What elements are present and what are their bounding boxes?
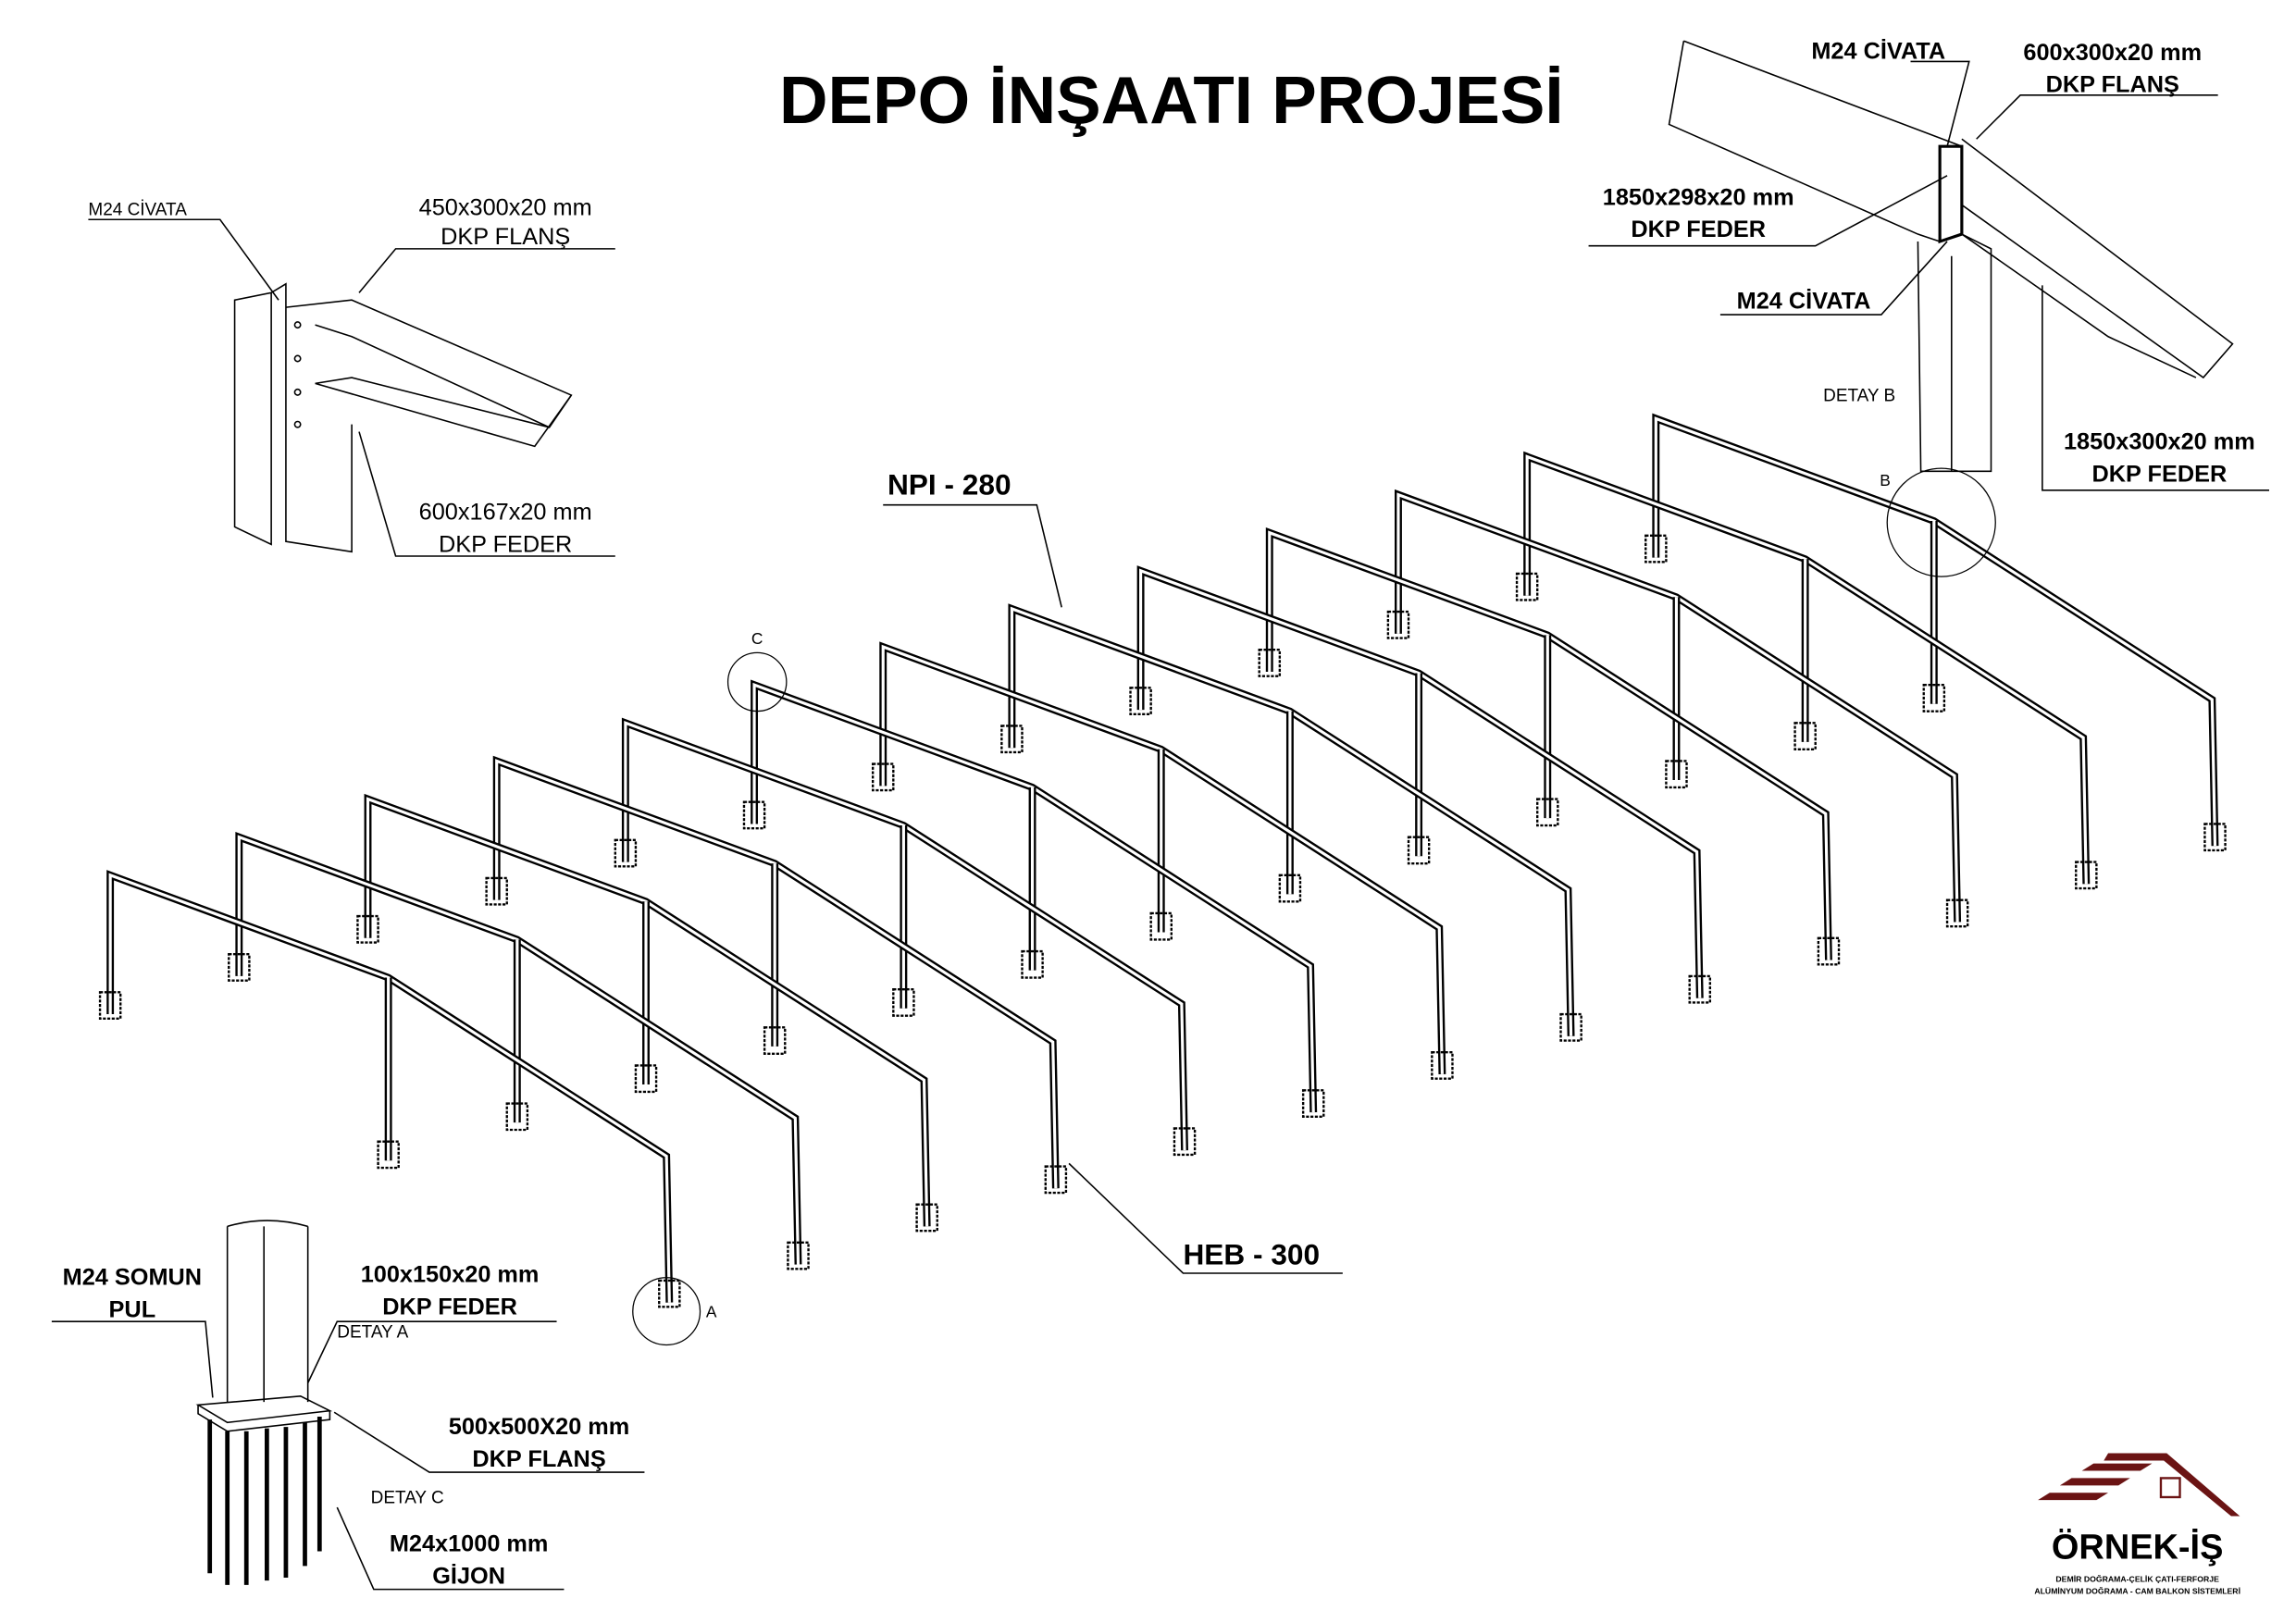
rafter-label: NPI - 280 [887,468,1011,502]
logo-roof-icon [2038,1453,2240,1517]
column-base-plate [871,762,895,792]
detail-b-name: DETAY B [1823,386,1895,405]
svg-text:C: C [751,629,763,648]
tl-stiffener-label-1: 600x167x20 mm [419,499,592,525]
c-stiffener-label-1: 100x150x20 mm [361,1261,540,1287]
column-base-plate [2203,823,2227,852]
b-stiffener-left-label-2: DKP FEDER [1631,217,1766,242]
column-base-plate [742,800,766,830]
detail-top-left [88,218,615,557]
logo-name: ÖRNEK-İŞ [2052,1527,2223,1567]
rafter-callout: NPI - 280 [883,468,1062,608]
column-base-plate [1301,1089,1325,1118]
c-anchor-label-2: GİJON [432,1563,505,1589]
column-base-plate [1021,949,1044,979]
b-flange-label-2: DKP FLANŞ [2046,72,2179,98]
logo-tagline-2: ALÜMİNYUM DOĞRAMA - CAM BALKON SİSTEMLER… [2034,1585,2240,1595]
column-base-plate [1665,760,1688,789]
tl-flange-label-2: DKP FLANŞ [441,224,570,250]
detail-a-name: DETAY A [337,1323,408,1343]
company-logo: ÖRNEK-İŞ DEMİR DOĞRAMA-ÇELİK ÇATI-FERFOR… [2034,1453,2240,1595]
column-base-plate [1407,836,1431,865]
column-base-plate [1044,1165,1068,1195]
svg-text:A: A [706,1302,717,1320]
column-base-plate [1515,572,1539,601]
b-bolt-bottom-label: M24 CİVATA [1737,289,1871,315]
b-stiffener-right-label-1: 1850x300x20 mm [2064,429,2255,455]
b-stiffener-left-label-1: 1850x298x20 mm [1603,184,1794,210]
column-base-plate [892,987,915,1017]
column-base-plate [1644,534,1668,564]
c-flange-label-2: DKP FLANŞ [472,1446,605,1472]
column-base-plate [98,991,122,1020]
column-base-plate [1278,873,1302,903]
detail-b [1588,40,2270,491]
column-base-plate [377,1140,400,1170]
column-base-plate [485,876,508,906]
tl-flange-label-1: 450x300x20 mm [419,194,592,220]
b-stiffener-right-label-2: DKP FEDER [2092,461,2228,487]
detail-c-name: DETAY C [371,1488,444,1507]
c-stiffener-label-2: DKP FEDER [382,1294,517,1319]
c-nut-label-2: PUL [109,1296,156,1322]
marker-a: A [632,1277,717,1346]
column-base-plate [1173,1127,1197,1157]
column-base-plate [1129,687,1152,716]
tl-stiffener-label-2: DKP FEDER [439,531,572,557]
column-callout: HEB - 300 [1068,1162,1343,1274]
c-nut-label-1: M24 SOMUN [63,1265,202,1291]
column-base-plate [1945,898,1969,928]
marker-b: B [1880,467,1996,577]
column-base-plate [1431,1050,1454,1080]
column-base-plate [915,1203,938,1233]
svg-text:B: B [1880,471,1891,489]
column-base-plate [1000,725,1024,754]
column-base-plate [1386,610,1410,639]
column-base-plate [1258,649,1282,677]
c-anchor-label-1: M24x1000 mm [390,1531,549,1557]
column-base-plate [1536,798,1559,827]
column-base-plate [1793,722,1817,750]
column-base-plate [634,1064,658,1094]
column-base-plate [228,953,251,982]
logo-window-icon [2159,1477,2181,1499]
steel-frames [98,413,2227,1308]
page-title: DEPO İNŞAATI PROJESİ [779,63,1564,138]
c-flange-label-1: 500x500X20 mm [449,1414,630,1440]
b-bolt-top-label: M24 CİVATA [1811,38,1945,64]
column-base-plate [356,914,379,944]
logo-tagline-1: DEMİR DOĞRAMA-ÇELİK ÇATI-FERFORJE [2055,1574,2219,1584]
column-base-plate [505,1102,529,1132]
column-base-plate [787,1241,810,1270]
portal-frame [1268,530,1831,960]
column-label: HEB - 300 [1183,1238,1320,1271]
detail-c [51,1220,645,1591]
marker-c: C [726,629,788,712]
b-flange-label-1: 600x300x20 mm [2023,40,2202,66]
column-base-plate [1559,1012,1582,1042]
column-base-plate [1688,974,1712,1004]
tl-bolt-label: M24 CİVATA [88,200,187,219]
column-base-plate [614,838,638,868]
column-base-plate [2075,861,2098,890]
